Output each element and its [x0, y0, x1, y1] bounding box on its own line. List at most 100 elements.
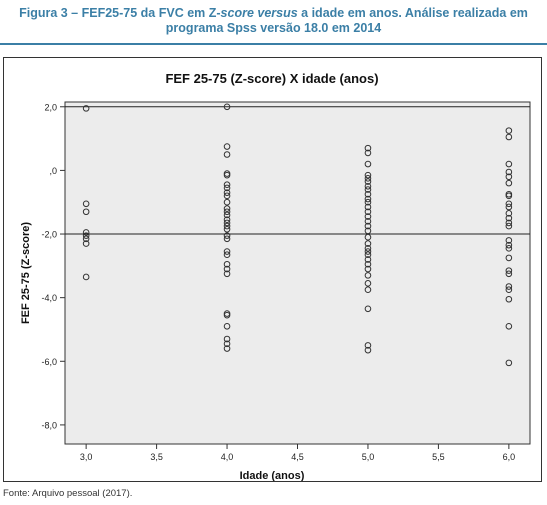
- data-point: [364, 248, 372, 255]
- x-tick-label: 5,0: [362, 452, 375, 462]
- data-point: [223, 251, 231, 259]
- data-point: [364, 227, 372, 235]
- data-point: [364, 342, 372, 349]
- data-point: [223, 345, 231, 352]
- figure-source: Fonte: Arquivo pessoal (2017).: [3, 488, 133, 499]
- data-point: [505, 222, 513, 230]
- data-point: [505, 127, 513, 134]
- data-points: [82, 103, 513, 367]
- chart-frame: 2,0 ,0 -2,0 -4,0 -6,0 -8,0 3,0 3,5 4,0 4,5 5,0 5,5…: [3, 57, 542, 482]
- data-point: [505, 359, 513, 367]
- y-tick-label: ,0: [49, 166, 57, 176]
- data-point: [505, 210, 513, 217]
- data-point: [223, 265, 231, 273]
- data-point: [364, 178, 372, 185]
- data-point: [364, 175, 372, 182]
- data-point: [364, 171, 372, 179]
- reference-lines: [65, 106, 530, 235]
- data-point: [82, 273, 90, 281]
- data-point: [505, 237, 513, 244]
- data-point: [505, 322, 513, 330]
- data-point: [364, 144, 372, 152]
- x-tick-label: 4,0: [221, 452, 234, 462]
- data-point: [223, 219, 231, 227]
- data-point: [505, 270, 513, 278]
- data-point: [223, 260, 231, 268]
- y-tick-label: -4,0: [41, 293, 57, 303]
- x-tick-label: 6,0: [503, 452, 516, 462]
- data-point: [364, 240, 372, 247]
- data-point: [223, 322, 231, 330]
- y-axis-label: FEF 25-75 (Z-score): [20, 222, 32, 324]
- y-axis: 2,0 ,0 -2,0 -4,0 -6,0 -8,0: [41, 102, 65, 430]
- data-point: [364, 213, 372, 220]
- data-point: [223, 151, 231, 158]
- data-point: [82, 200, 90, 208]
- data-point: [505, 173, 513, 181]
- data-point: [505, 245, 513, 252]
- y-tick-label: -2,0: [41, 230, 57, 240]
- data-point: [223, 270, 231, 278]
- figure-caption: Figura 3 – FEF25-75 da FVC em Z-score ve…: [0, 6, 547, 36]
- data-point: [364, 305, 372, 313]
- data-point: [364, 186, 372, 193]
- data-point: [364, 160, 372, 168]
- data-point: [505, 286, 513, 294]
- data-point: [505, 203, 513, 211]
- data-point: [364, 233, 372, 241]
- data-point: [223, 103, 231, 111]
- y-tick-label: -6,0: [41, 357, 57, 367]
- caption-prefix: Figura 3 – FEF25-75 da FVC em Z-: [19, 6, 221, 20]
- data-point: [505, 295, 513, 303]
- data-point: [82, 240, 90, 247]
- data-point: [364, 286, 372, 294]
- plot-area: [64, 101, 531, 445]
- data-point: [82, 208, 90, 216]
- x-tick-label: 3,5: [150, 452, 163, 462]
- data-point: [223, 311, 231, 319]
- data-point: [364, 195, 372, 203]
- data-point: [364, 203, 372, 211]
- data-point: [223, 235, 231, 243]
- data-point: [223, 216, 231, 224]
- x-tick-label: 3,0: [80, 452, 93, 462]
- data-point: [364, 346, 372, 354]
- data-point: [364, 265, 372, 273]
- data-point: [505, 254, 513, 262]
- caption-line-2: programa Spss versão 18.0 em 2014: [165, 21, 382, 35]
- data-point: [505, 219, 513, 227]
- data-point: [505, 283, 513, 290]
- x-tick-label: 4,5: [291, 452, 304, 462]
- x-axis-label: Idade (anos): [240, 470, 305, 481]
- y-tick-label: 2,0: [44, 102, 57, 112]
- x-axis: 3,0 3,5 4,0 4,5 5,0 5,5 6,0: [80, 444, 515, 462]
- data-point: [505, 267, 513, 274]
- data-point: [223, 181, 231, 189]
- data-point: [364, 218, 372, 225]
- data-point: [223, 232, 231, 239]
- data-point: [505, 241, 513, 249]
- caption-suffix: a idade em anos. Análise realizada em: [297, 6, 528, 20]
- data-point: [505, 192, 513, 200]
- data-point: [223, 143, 231, 150]
- data-point: [223, 248, 231, 255]
- data-point: [364, 198, 372, 206]
- data-point: [505, 160, 513, 168]
- data-point: [223, 225, 231, 233]
- data-point: [364, 149, 372, 157]
- data-point: [223, 198, 231, 206]
- data-point: [364, 251, 372, 259]
- data-point: [82, 235, 90, 243]
- data-point: [82, 229, 90, 236]
- data-point: [223, 184, 231, 192]
- data-point: [364, 256, 372, 263]
- data-point: [82, 105, 90, 112]
- data-point: [223, 205, 231, 212]
- y-tick-label: -8,0: [41, 420, 57, 430]
- data-point: [223, 335, 231, 343]
- data-point: [364, 245, 372, 252]
- scatter-chart: 2,0 ,0 -2,0 -4,0 -6,0 -8,0 3,0 3,5 4,0 4,5 5,0 5,5…: [20, 71, 531, 481]
- caption-line-1: Figura 3 – FEF25-75 da FVC em Z-score ve…: [0, 6, 547, 21]
- data-point: [223, 171, 231, 179]
- data-point: [223, 208, 231, 216]
